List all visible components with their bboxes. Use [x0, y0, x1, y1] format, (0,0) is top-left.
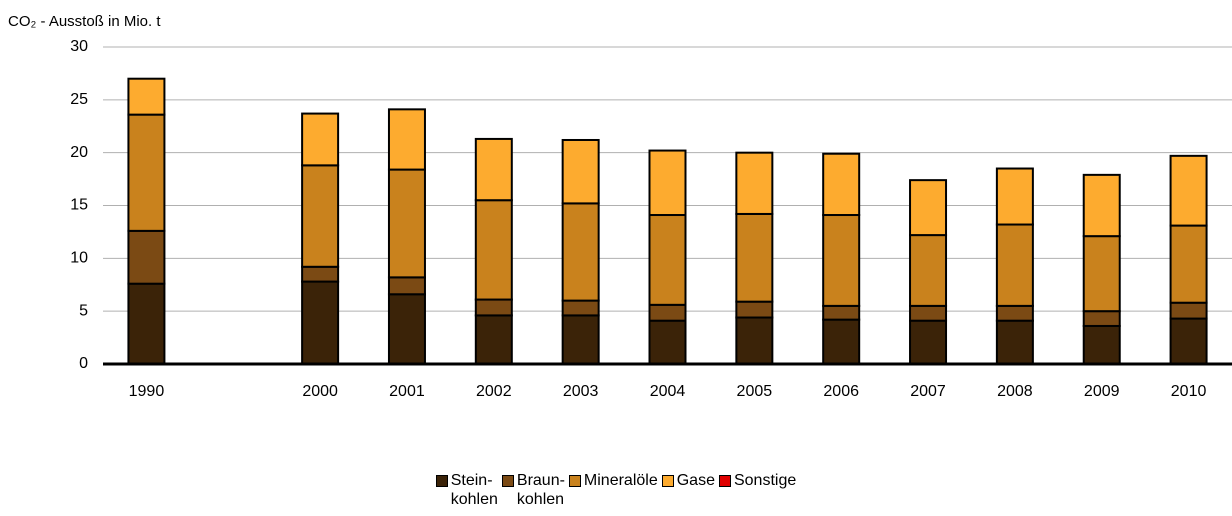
bar-segment [822, 214, 861, 307]
bar-segment [909, 179, 948, 237]
bar-segment [301, 265, 340, 283]
bar-segment [387, 108, 426, 171]
bar-segment [995, 304, 1034, 322]
bar-segment [301, 164, 340, 268]
bar-segment [822, 152, 861, 217]
bar-segment [648, 214, 687, 306]
legend-label: Mineralöle [583, 472, 658, 489]
bar-segment [474, 199, 513, 301]
y-tick-label: 25 [70, 91, 88, 108]
bar-segment [1082, 324, 1121, 365]
bar-segment [1082, 310, 1121, 327]
bar-segment [822, 304, 861, 321]
legend-label: Sonstige [733, 472, 797, 489]
bar-segment [387, 168, 426, 279]
bar-segment [127, 229, 166, 285]
legend-swatch [718, 475, 731, 487]
y-tick-label: 5 [79, 302, 88, 319]
bar-segment [1082, 235, 1121, 313]
bar-segment [909, 304, 948, 322]
y-tick-label: 10 [70, 250, 88, 267]
legend-swatch [568, 475, 581, 487]
x-tick-label: 2010 [1171, 383, 1207, 400]
bar-segment [474, 314, 513, 366]
legend-swatch [501, 475, 514, 487]
x-tick-label: 2002 [476, 383, 512, 400]
y-tick-label: 15 [70, 197, 88, 214]
bar-segment [648, 319, 687, 365]
x-tick-label: 2003 [563, 383, 599, 400]
x-tick-label: 2009 [1084, 383, 1120, 400]
x-tick-label: 2001 [389, 383, 425, 400]
bar-segment [127, 282, 166, 365]
legend-item: Stein- kohlen [435, 471, 498, 509]
legend-swatch [661, 475, 674, 487]
legend-swatch [435, 475, 448, 487]
y-tick-label: 30 [70, 38, 88, 55]
bar-segment [474, 298, 513, 317]
bar-segment [735, 212, 774, 303]
bar-segment [909, 234, 948, 307]
x-tick-label: 2008 [997, 383, 1033, 400]
bar-segment [1082, 173, 1121, 238]
bar-segment [995, 167, 1034, 226]
bar-segment [301, 112, 340, 167]
y-tick-label: 20 [70, 144, 88, 161]
legend-item: Sonstige [718, 471, 797, 509]
bar-segment [387, 276, 426, 296]
bar-segment [561, 299, 600, 317]
y-axis-label: CO₂ - Ausstoß in Mio. t [8, 13, 161, 30]
bar-segment [474, 137, 513, 202]
bar-segment [648, 149, 687, 217]
bar-segment [1169, 154, 1208, 227]
x-tick-label: 1990 [129, 383, 165, 400]
bar-segment [1169, 224, 1208, 304]
legend-item: Gase [661, 471, 715, 509]
legend-label: Stein- kohlen [450, 472, 498, 508]
bar-segment [1169, 317, 1208, 365]
bar-segment [735, 300, 774, 319]
bar-segment [995, 319, 1034, 365]
bar-segment [561, 314, 600, 366]
bar-segment [735, 316, 774, 365]
bar-segment [909, 319, 948, 365]
bar-segment [995, 223, 1034, 307]
x-tick-label: 2004 [650, 383, 686, 400]
bar-segment [561, 138, 600, 205]
bar-segment [648, 303, 687, 322]
bar-segment [127, 113, 166, 232]
legend-item: Mineralöle [568, 471, 658, 509]
bar-segment [561, 202, 600, 302]
x-tick-label: 2007 [910, 383, 946, 400]
x-tick-label: 2000 [302, 383, 338, 400]
x-tick-label: 2006 [823, 383, 859, 400]
bar-segment [735, 151, 774, 215]
legend-label: Gase [676, 472, 715, 489]
x-tick-label: 2005 [737, 383, 773, 400]
legend-label: Braun- kohlen [516, 472, 565, 508]
y-tick-label: 0 [79, 355, 88, 372]
bar-segment [1169, 301, 1208, 320]
bar-segment [301, 280, 340, 365]
bar-segment [387, 293, 426, 366]
legend: Stein- kohlen Braun- kohlen Mineralöle Gase… [0, 471, 1232, 509]
legend-item: Braun- kohlen [501, 471, 565, 509]
bar-segment [127, 77, 166, 116]
bar-segment [822, 318, 861, 365]
